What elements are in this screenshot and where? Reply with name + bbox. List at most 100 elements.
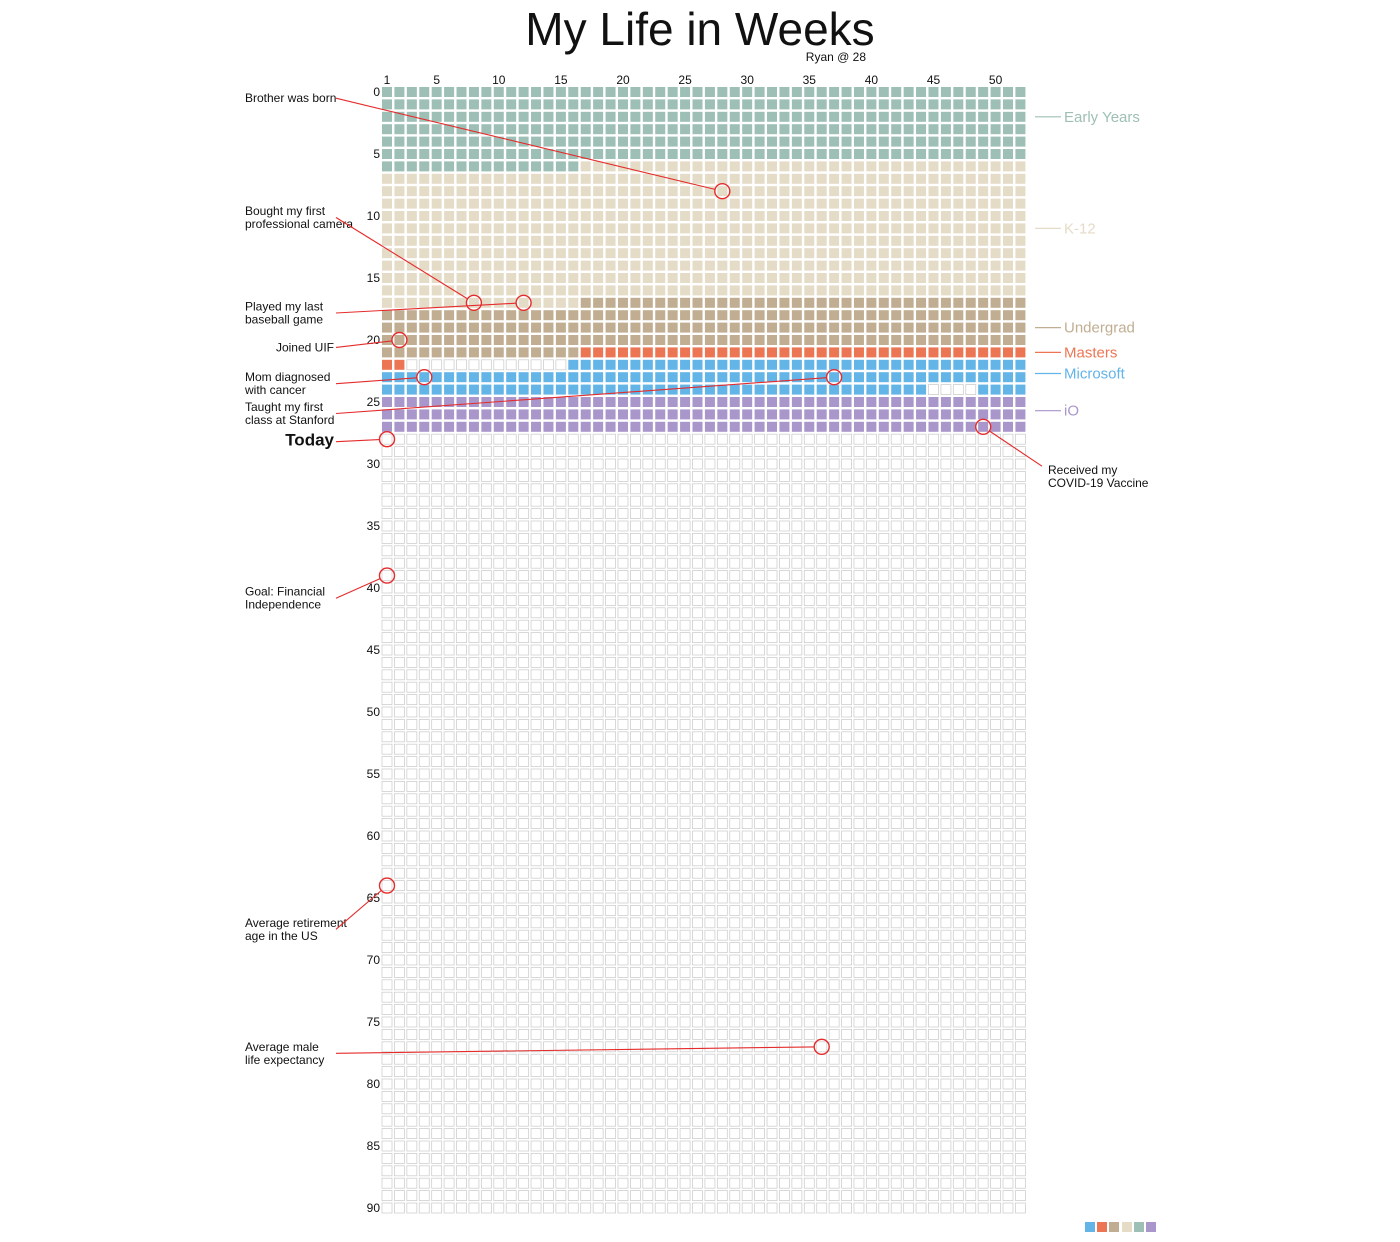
week-cell xyxy=(803,533,815,544)
week-cell xyxy=(468,743,480,755)
week-cell xyxy=(431,942,443,953)
week-cell xyxy=(791,545,803,557)
week-cell xyxy=(543,359,554,371)
week-cell xyxy=(803,743,815,755)
week-cell xyxy=(841,149,852,159)
week-cell xyxy=(568,149,579,159)
week-cell xyxy=(381,619,393,631)
week-cell xyxy=(1015,248,1026,259)
week-cell xyxy=(555,942,567,953)
week-cell xyxy=(431,248,442,259)
week-cell xyxy=(717,285,728,296)
week-cell xyxy=(990,161,1001,172)
week-cell xyxy=(381,805,393,817)
week-cell xyxy=(841,557,852,569)
week-cell xyxy=(493,136,504,147)
week-cell xyxy=(481,235,492,246)
week-cell xyxy=(419,397,430,407)
week-cell xyxy=(741,719,753,730)
week-cell xyxy=(890,805,902,817)
week-cell xyxy=(543,644,554,656)
week-cell xyxy=(704,557,716,569)
week-cell xyxy=(729,1202,741,1214)
week-cell xyxy=(530,669,542,681)
week-cell xyxy=(518,186,529,197)
week-cell xyxy=(704,483,716,495)
week-cell xyxy=(767,397,778,407)
week-cell xyxy=(716,830,728,842)
week-cell xyxy=(580,644,592,656)
week-cell xyxy=(903,681,915,693)
week-cell xyxy=(493,508,505,520)
week-cell xyxy=(555,991,567,1003)
week-cell xyxy=(915,743,927,755)
week-cell xyxy=(779,855,790,867)
week-cell xyxy=(903,731,915,743)
week-cell xyxy=(431,1115,443,1127)
week-cell xyxy=(431,384,442,395)
week-cell xyxy=(940,892,952,904)
week-cell xyxy=(394,917,405,929)
week-cell xyxy=(555,495,567,507)
week-cell xyxy=(444,223,455,234)
week-cell xyxy=(382,198,392,209)
week-cell xyxy=(630,533,641,544)
week-cell xyxy=(717,235,728,246)
week-cell xyxy=(692,768,703,780)
week-cell xyxy=(766,657,778,668)
week-cell xyxy=(680,335,691,345)
week-cell xyxy=(878,260,889,271)
week-cell xyxy=(878,979,890,991)
week-cell xyxy=(456,657,467,668)
week-cell xyxy=(443,520,455,532)
week-cell xyxy=(891,397,902,407)
week-cell xyxy=(754,570,765,581)
week-cell xyxy=(506,397,517,407)
week-cell xyxy=(419,111,430,122)
week-cell xyxy=(829,149,840,159)
week-cell xyxy=(692,1004,703,1015)
week-cell xyxy=(903,1029,915,1040)
week-cell xyxy=(816,235,827,246)
week-cell xyxy=(505,706,517,718)
week-cell xyxy=(518,805,530,817)
week-cell xyxy=(853,87,864,97)
week-cell xyxy=(481,347,492,358)
week-cell xyxy=(654,557,666,569)
week-cell xyxy=(1003,223,1013,234)
week-cell xyxy=(816,681,828,693)
week-cell xyxy=(803,669,815,681)
week-cell xyxy=(990,458,1001,470)
week-cell xyxy=(530,979,542,991)
week-cell xyxy=(406,1165,418,1177)
week-cell xyxy=(890,954,902,966)
week-cell xyxy=(952,1029,964,1040)
week-cell xyxy=(704,87,715,97)
week-cell xyxy=(829,173,840,184)
week-cell xyxy=(803,607,815,619)
week-cell xyxy=(928,533,939,544)
week-cell xyxy=(828,644,840,656)
week-cell xyxy=(791,644,803,656)
week-cell xyxy=(406,136,417,147)
week-cell xyxy=(853,433,865,445)
week-cell xyxy=(518,1066,530,1077)
week-cell xyxy=(791,136,802,147)
week-cell xyxy=(828,991,840,1003)
week-cell xyxy=(567,1202,579,1214)
week-cell xyxy=(456,545,467,557)
week-cell xyxy=(742,211,753,221)
week-cell xyxy=(543,1202,554,1214)
week-cell xyxy=(766,830,778,842)
week-cell xyxy=(853,384,864,395)
week-cell xyxy=(829,161,840,172)
week-cell xyxy=(816,1004,828,1015)
week-cell xyxy=(568,161,579,172)
week-cell xyxy=(791,483,803,495)
week-cell xyxy=(468,1004,480,1015)
week-cell xyxy=(704,582,716,594)
week-cell xyxy=(767,87,778,97)
week-cell xyxy=(518,397,529,407)
week-cell xyxy=(766,619,778,631)
week-cell xyxy=(568,359,579,370)
